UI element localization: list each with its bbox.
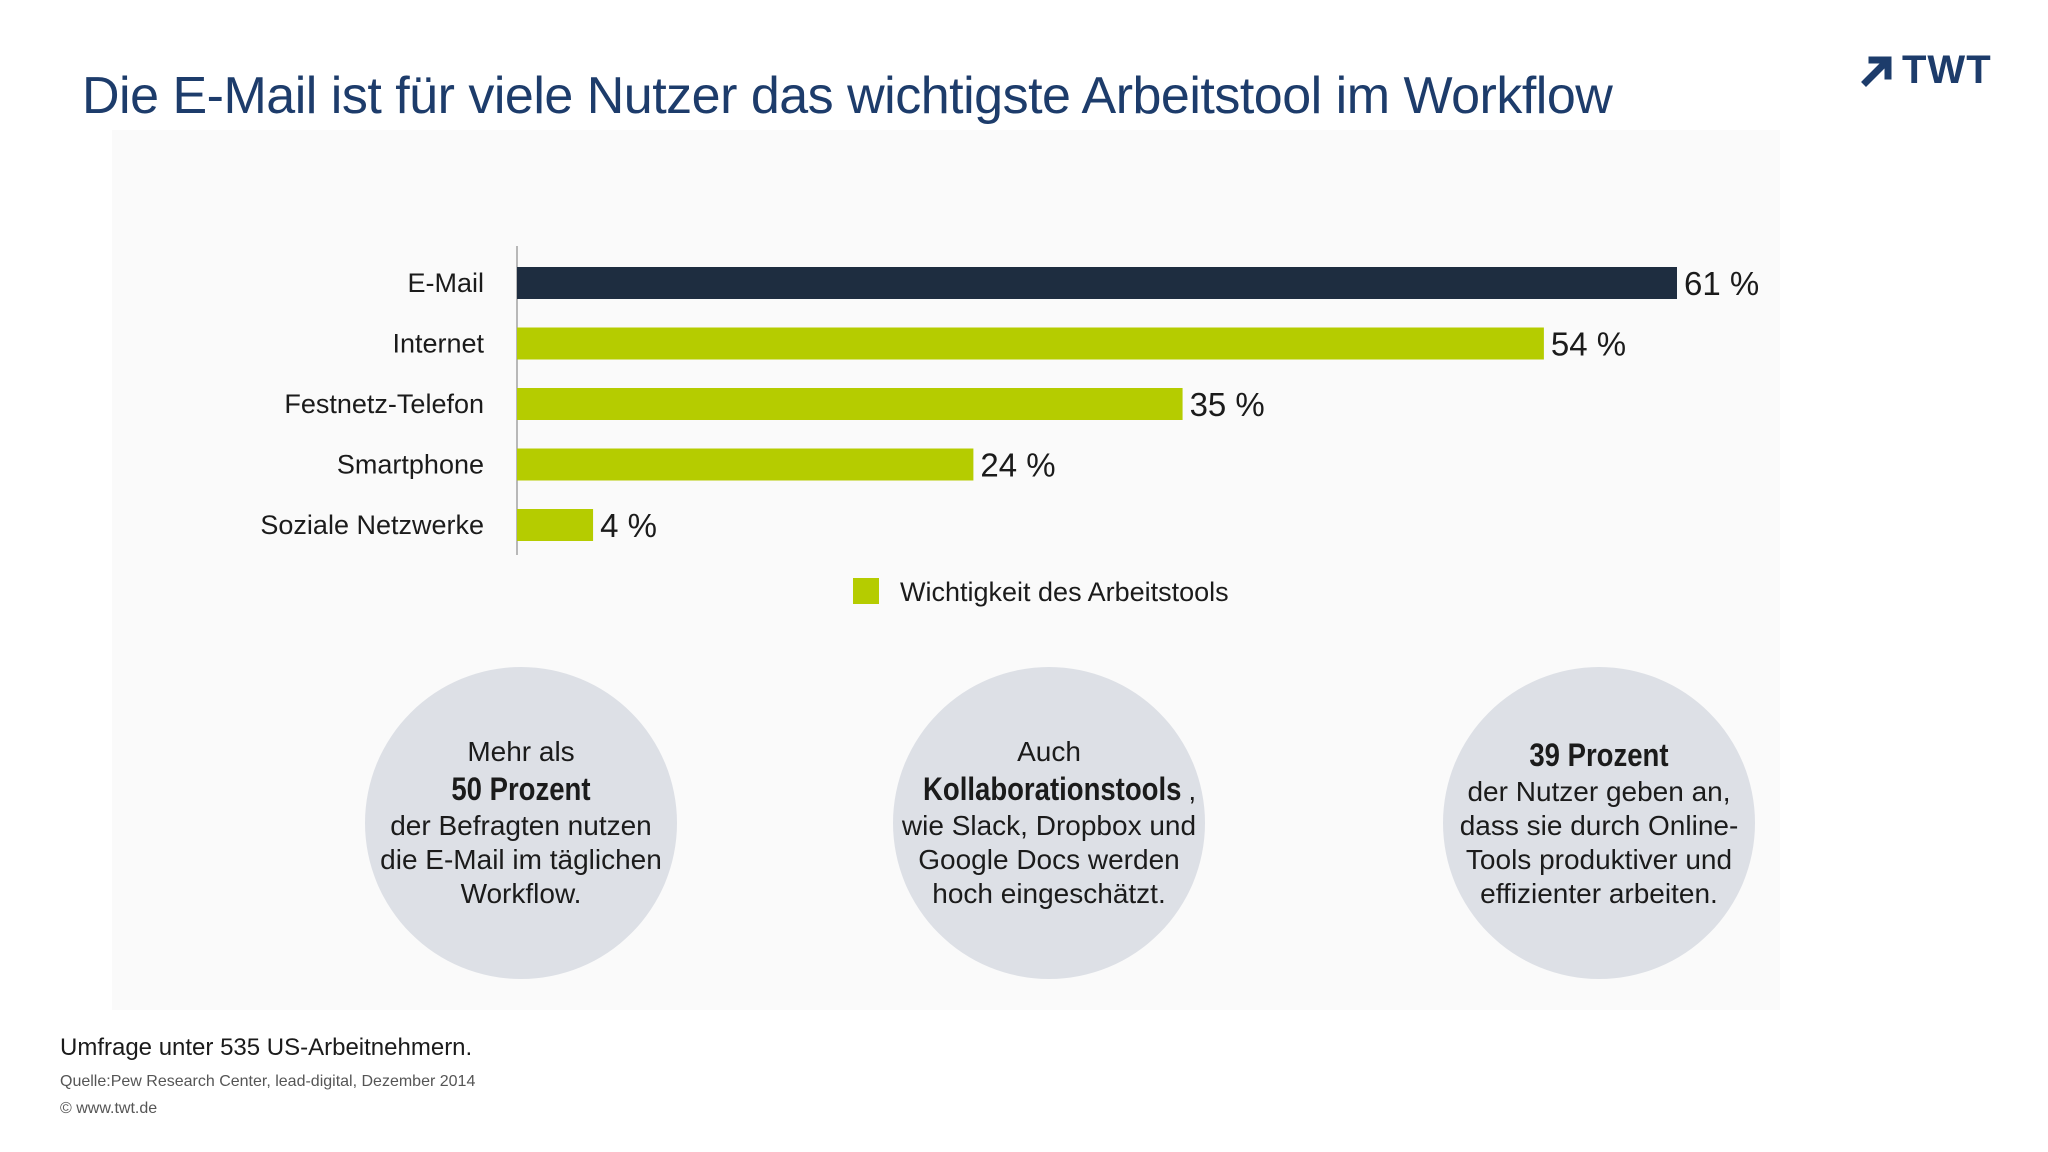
- bar-2: [517, 388, 1183, 420]
- value-label-3: 24 %: [980, 447, 1055, 484]
- source-note: Quelle:Pew Research Center, lead-digital…: [60, 1073, 476, 1090]
- legend-label: Wichtigkeit des Arbeitstools: [900, 577, 1229, 607]
- info-circle-1: Mehr als 50 Prozent der Befragten nutzen di…: [365, 667, 677, 979]
- circle-3-text-after-1: dass sie durch Online-: [1459, 810, 1739, 841]
- value-label-1: 54 %: [1551, 326, 1626, 363]
- logo: TWT: [1860, 48, 1992, 92]
- bar-1: [517, 327, 1544, 360]
- circle-1-text-after-1: die E-Mail im täglichen: [380, 844, 662, 875]
- category-label-0: E-Mail: [407, 268, 484, 298]
- bar-0: [517, 267, 1677, 299]
- category-label-2: Festnetz-Telefon: [284, 389, 484, 419]
- circle-2-text-after-1: Google Docs werden: [918, 844, 1180, 875]
- bar-chart: E-Mail 61 % Internet 54 % Festnetz-Telefon 35…: [260, 246, 1759, 607]
- category-label-4: Soziale Netzwerke: [260, 510, 484, 540]
- value-label-4: 4 %: [600, 507, 657, 544]
- circle-2-text-after-2: hoch eingeschätzt.: [932, 878, 1166, 909]
- circle-1-highlight: 50 Prozent: [451, 771, 591, 807]
- circle-3-text-after-3: effizienter arbeiten.: [1480, 878, 1718, 909]
- circle-2-text-before-0: Auch: [1017, 736, 1081, 767]
- bar-4: [517, 509, 594, 541]
- circle-2-highlight: Kollaborationstools,: [922, 771, 1197, 807]
- bar-3: [517, 448, 974, 481]
- info-circle-2: Auch Kollaborationstools, wie Slack, Dropb…: [893, 667, 1205, 979]
- circle-2-text-after-0: wie Slack, Dropbox und: [901, 810, 1197, 841]
- value-label-0: 61 %: [1684, 265, 1759, 302]
- arrow-up-right-icon: [1860, 52, 1896, 88]
- circle-3-highlight: 39 Prozent: [1529, 737, 1669, 773]
- circle-3-text-after-0: der Nutzer geben an,: [1467, 776, 1731, 807]
- circle-1-text-after-2: Workflow.: [460, 878, 582, 909]
- info-circle-3: 39 Prozent der Nutzer geben an, dass sie d…: [1443, 667, 1755, 979]
- survey-note: Umfrage unter 535 US-Arbeitnehmern.: [60, 1034, 473, 1061]
- circle-3-text-after-2: Tools produktiver und: [1465, 844, 1733, 875]
- legend-swatch: [853, 578, 879, 604]
- logo-text: TWT: [1902, 47, 1992, 92]
- circle-1-text-before-0: Mehr als: [467, 736, 575, 767]
- page-title: Die E-Mail ist für viele Nutzer das wich…: [82, 67, 1613, 125]
- category-label-1: Internet: [392, 329, 484, 359]
- circle-1-text-after-0: der Befragten nutzen: [390, 810, 652, 841]
- copyright-note: © www.twt.de: [60, 1100, 158, 1117]
- value-label-2: 35 %: [1190, 386, 1265, 423]
- category-label-3: Smartphone: [337, 450, 484, 480]
